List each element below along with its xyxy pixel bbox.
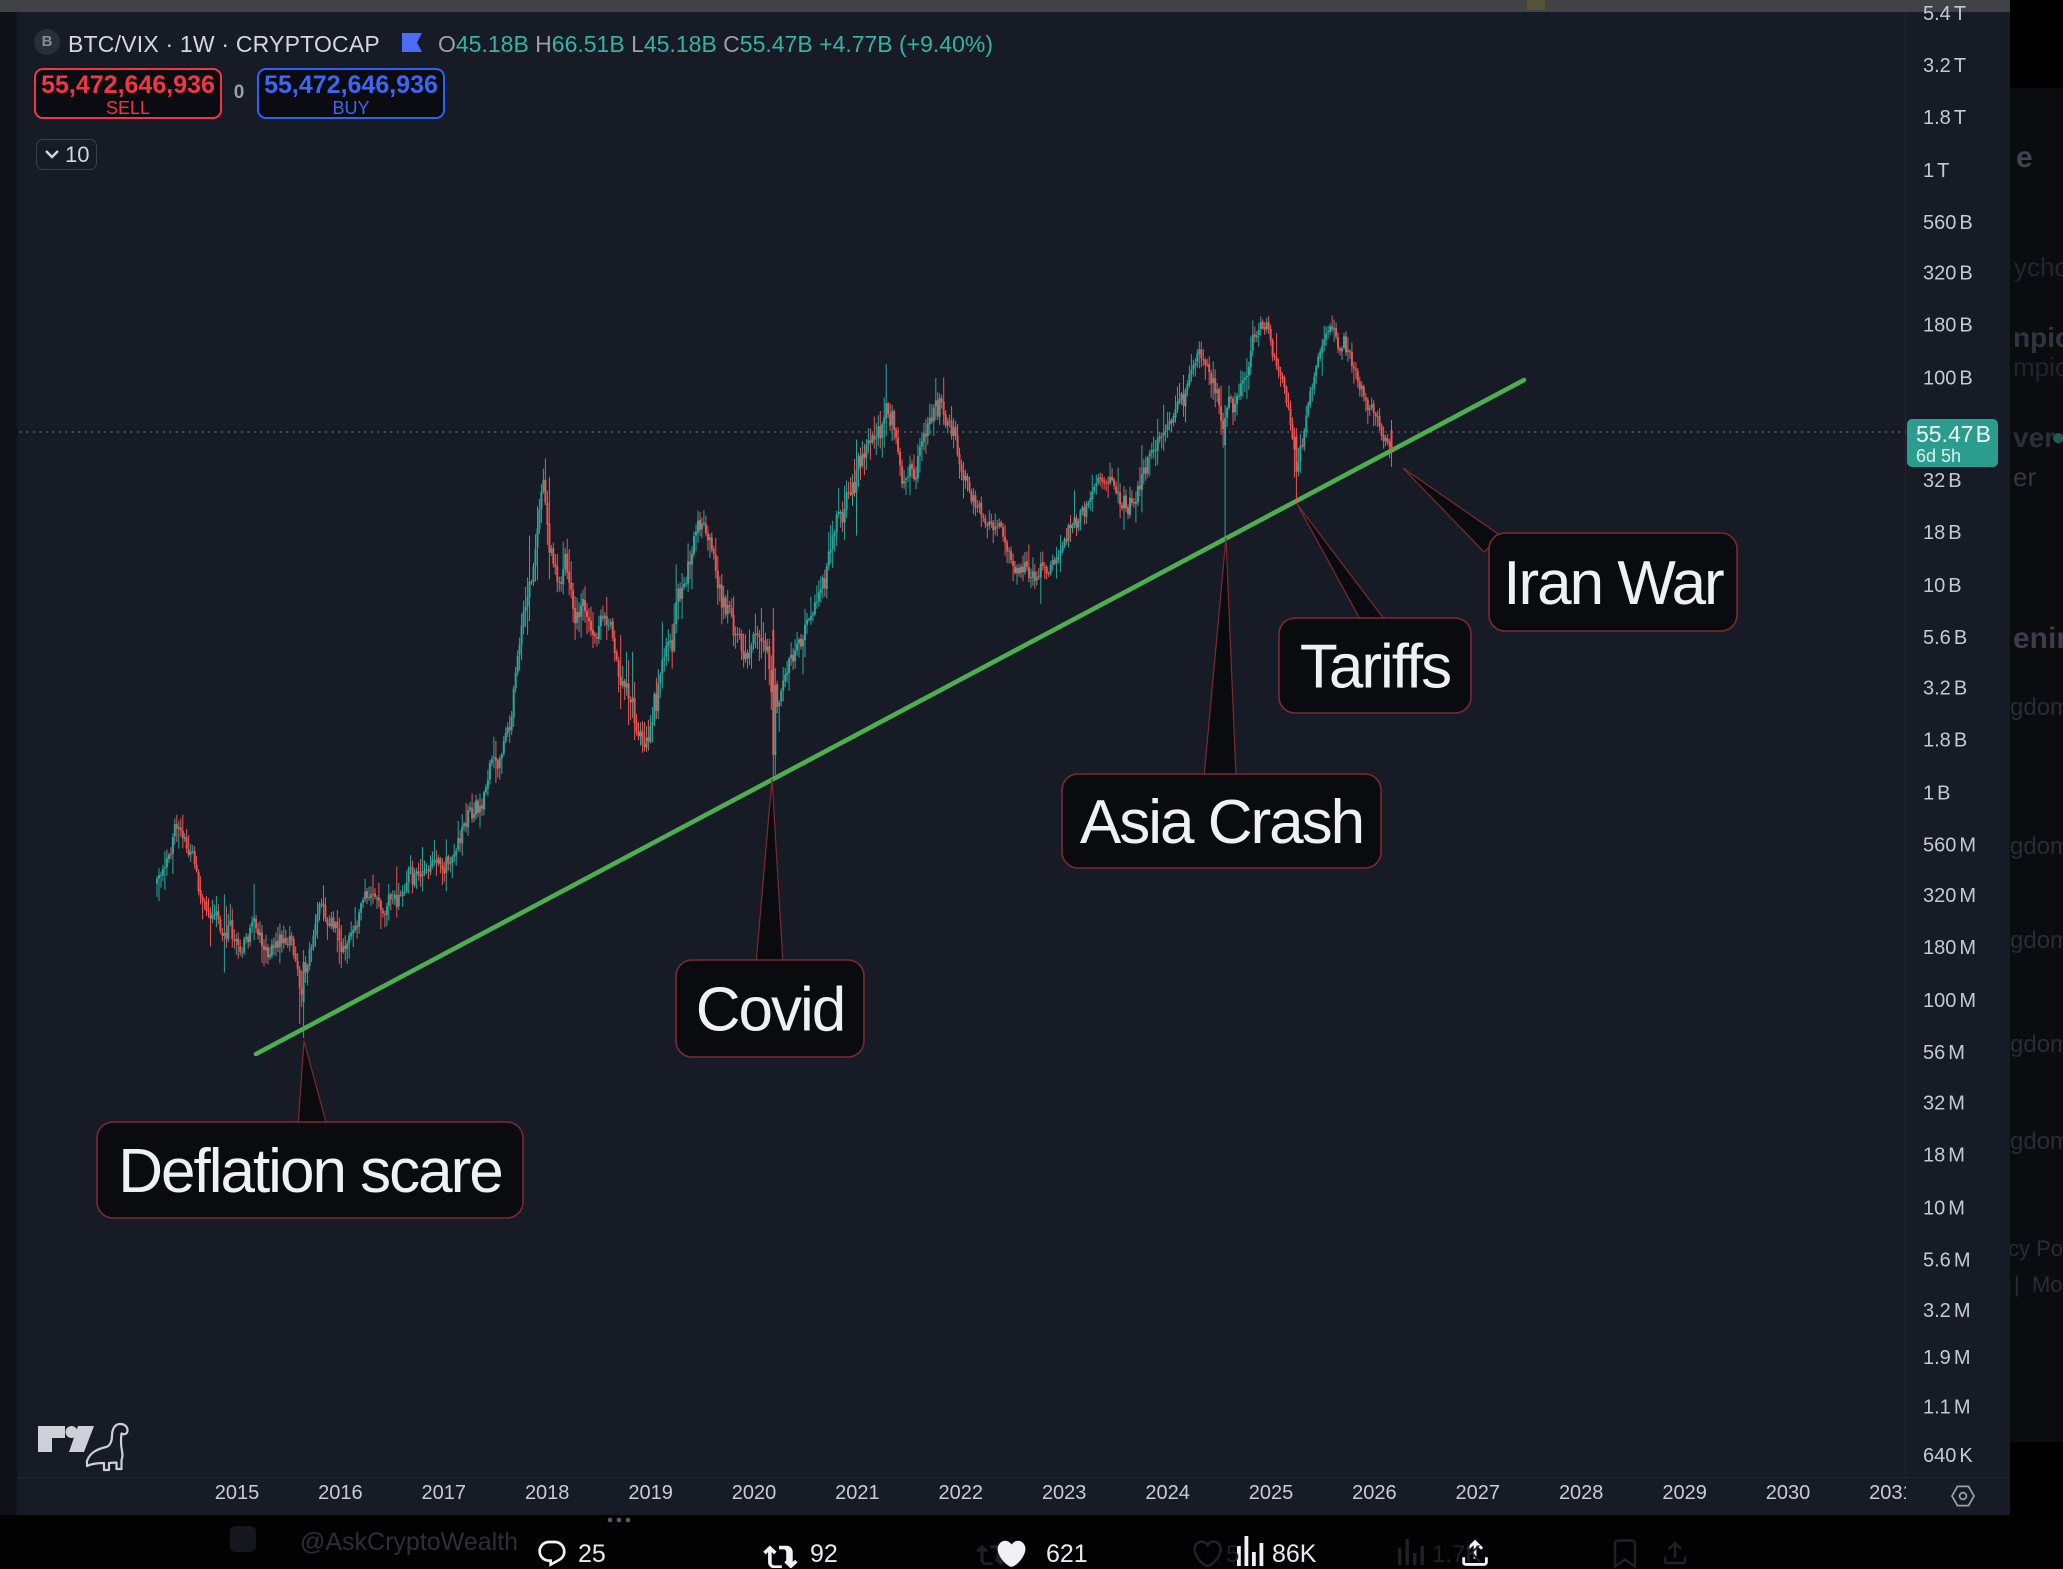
svg-text:2023: 2023 [1042, 1482, 1087, 1504]
svg-text:10M: 10 M [1923, 1198, 1965, 1220]
svg-text:1.8B: 1.8 B [1923, 730, 1967, 752]
svg-text:5.6M: 5.6 M [1923, 1250, 1970, 1272]
svg-text:10B: 10 B [1923, 575, 1962, 597]
svg-text:3.2B: 3.2 B [1923, 678, 1967, 700]
svg-text:2028: 2028 [1559, 1482, 1604, 1504]
svg-text:2020: 2020 [732, 1482, 777, 1504]
svg-text:2031: 2031 [1869, 1482, 1914, 1504]
svg-text:2017: 2017 [422, 1482, 467, 1504]
svg-text:3.2T: 3.2 T [1923, 55, 1966, 77]
svg-text:2027: 2027 [1456, 1482, 1501, 1504]
svg-text:5.6B: 5.6 B [1923, 627, 1967, 649]
svg-text:Covid: Covid [696, 976, 845, 1045]
svg-text:2025: 2025 [1249, 1482, 1294, 1504]
svg-text:1.1M: 1.1 M [1923, 1396, 1970, 1418]
svg-text:5.4T: 5.4 T [1923, 3, 1966, 25]
svg-text:Deflation scare: Deflation scare [118, 1137, 502, 1206]
svg-text:2016: 2016 [318, 1482, 363, 1504]
svg-text:1T: 1T [1923, 160, 1949, 182]
svg-text:2022: 2022 [939, 1482, 984, 1504]
svg-text:2026: 2026 [1352, 1482, 1397, 1504]
svg-text:2015: 2015 [215, 1482, 260, 1504]
svg-text:2024: 2024 [1145, 1482, 1190, 1504]
svg-text:32B: 32 B [1923, 470, 1962, 492]
svg-text:18M: 18 M [1923, 1145, 1965, 1167]
svg-text:Tariffs: Tariffs [1300, 633, 1450, 702]
svg-text:1.8T: 1.8 T [1923, 107, 1966, 129]
svg-text:55.47B: 55.47B [1916, 421, 1991, 447]
svg-text:3.2M: 3.2 M [1923, 1300, 1970, 1322]
svg-text:32M: 32 M [1923, 1093, 1965, 1115]
svg-text:1.9M: 1.9 M [1923, 1347, 1970, 1369]
svg-text:2019: 2019 [628, 1482, 673, 1504]
svg-text:1B: 1B [1923, 783, 1950, 805]
svg-text:Iran War: Iran War [1503, 549, 1724, 618]
svg-text:6d 5h: 6d 5h [1916, 446, 1961, 466]
svg-text:Asia Crash: Asia Crash [1080, 788, 1363, 857]
svg-text:56M: 56 M [1923, 1042, 1965, 1064]
svg-text:2030: 2030 [1766, 1482, 1811, 1504]
svg-text:2018: 2018 [525, 1482, 570, 1504]
svg-text:2021: 2021 [835, 1482, 880, 1504]
svg-text:18B: 18 B [1923, 522, 1962, 544]
svg-text:2029: 2029 [1662, 1482, 1707, 1504]
